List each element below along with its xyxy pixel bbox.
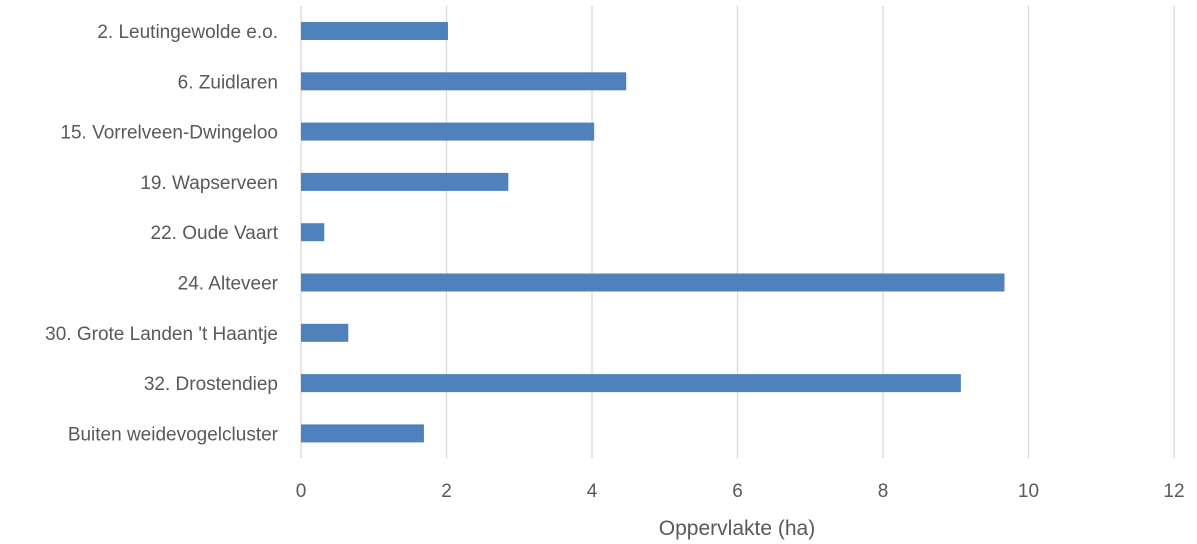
bar (301, 323, 349, 342)
x-tick-label: 6 (732, 481, 743, 502)
bar (301, 122, 595, 141)
x-tick-label: 10 (1018, 481, 1039, 502)
bar (301, 223, 325, 242)
category-label: 22. Oude Vaart (151, 223, 279, 244)
bar (301, 273, 1005, 292)
x-axis-title: Oppervlakte (ha) (659, 517, 815, 540)
bar (301, 424, 424, 443)
category-label: 2. Leutingewolde e.o. (97, 22, 278, 43)
bars (301, 22, 1005, 443)
x-tick-label: 8 (878, 481, 889, 502)
category-labels: 2. Leutingewolde e.o. 6. Zuidlaren 15. Vor… (45, 22, 279, 445)
x-tick-label: 4 (587, 481, 598, 502)
category-label: Buiten weidevogelcluster (68, 424, 279, 445)
bar (301, 172, 509, 191)
category-label: 6. Zuidlaren (178, 72, 278, 93)
category-label: 19. Wapserveen (140, 173, 278, 194)
x-tick-label: 12 (1163, 481, 1184, 502)
category-label: 30. Grote Landen 't Haantje (45, 324, 278, 345)
category-label: 24. Alteveer (178, 274, 279, 295)
bar (301, 72, 627, 91)
x-tick-labels: 0 2 4 6 8 10 12 (296, 481, 1185, 502)
x-tick-label: 0 (296, 481, 307, 502)
category-label: 15. Vorrelveen-Dwingeloo (60, 123, 278, 144)
bar (301, 22, 448, 40)
category-label: 32. Drostendiep (144, 374, 278, 395)
x-tick-label: 2 (441, 481, 452, 502)
bar (301, 374, 961, 393)
